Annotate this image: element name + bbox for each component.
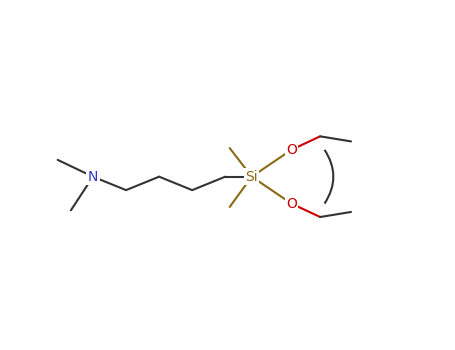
Text: N: N bbox=[88, 170, 98, 184]
Text: O: O bbox=[286, 143, 297, 157]
Text: O: O bbox=[286, 197, 297, 211]
Text: Si: Si bbox=[245, 170, 258, 184]
